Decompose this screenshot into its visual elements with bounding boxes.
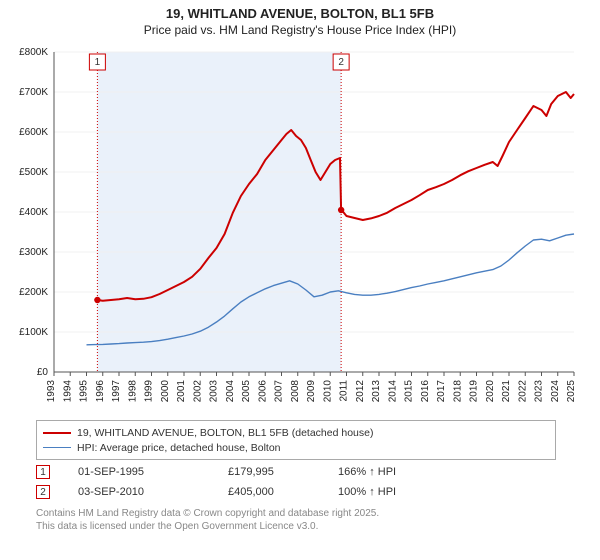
svg-text:2003: 2003: [209, 380, 220, 403]
legend-row-price-paid: 19, WHITLAND AVENUE, BOLTON, BL1 5FB (de…: [43, 425, 549, 440]
svg-text:£0: £0: [37, 367, 49, 378]
chart-area: £0 £100K £200K £300K £400K £500K £600K £700K £80…: [8, 44, 592, 414]
svg-text:£600K: £600K: [19, 127, 48, 138]
svg-text:1995: 1995: [79, 380, 90, 403]
legend-swatch-hpi: [43, 447, 71, 448]
svg-text:£200K: £200K: [19, 287, 48, 298]
markers-table: 1 01-SEP-1995 £179,995 166% ↑ HPI 2 03-S…: [36, 462, 556, 502]
chart-title-block: 19, WHITLAND AVENUE, BOLTON, BL1 5FB Pri…: [0, 0, 600, 39]
svg-text:2010: 2010: [322, 380, 333, 403]
svg-text:2014: 2014: [387, 380, 398, 403]
svg-text:2006: 2006: [257, 380, 268, 403]
svg-text:2021: 2021: [501, 380, 512, 403]
svg-text:2000: 2000: [160, 380, 171, 403]
svg-text:2020: 2020: [485, 380, 496, 403]
svg-text:2004: 2004: [225, 380, 236, 403]
svg-text:2012: 2012: [355, 380, 366, 403]
svg-text:1: 1: [95, 57, 101, 68]
marker-row-2: 2 03-SEP-2010 £405,000 100% ↑ HPI: [36, 482, 556, 502]
legend: 19, WHITLAND AVENUE, BOLTON, BL1 5FB (de…: [36, 420, 556, 460]
svg-text:£500K: £500K: [19, 167, 48, 178]
marker-price-2: £405,000: [228, 486, 338, 498]
svg-text:2018: 2018: [452, 380, 463, 403]
svg-text:£700K: £700K: [19, 87, 48, 98]
svg-text:2007: 2007: [274, 380, 285, 403]
svg-text:2013: 2013: [371, 380, 382, 403]
svg-text:1994: 1994: [62, 380, 73, 403]
marker-badge-1: 1: [36, 465, 50, 479]
svg-text:2001: 2001: [176, 380, 187, 403]
legend-row-hpi: HPI: Average price, detached house, Bolt…: [43, 440, 549, 455]
legend-swatch-price-paid: [43, 432, 71, 434]
svg-text:2009: 2009: [306, 380, 317, 403]
legend-label-price-paid: 19, WHITLAND AVENUE, BOLTON, BL1 5FB (de…: [77, 427, 373, 439]
footer-line1: Contains HM Land Registry data © Crown c…: [36, 508, 576, 521]
svg-text:1996: 1996: [95, 380, 106, 403]
line-chart: £0 £100K £200K £300K £400K £500K £600K £700K £80…: [8, 44, 592, 414]
svg-text:2: 2: [338, 57, 344, 68]
svg-text:2005: 2005: [241, 380, 252, 403]
svg-text:2002: 2002: [192, 380, 203, 403]
svg-text:£800K: £800K: [19, 47, 48, 58]
svg-text:2019: 2019: [469, 380, 480, 403]
svg-text:2024: 2024: [550, 380, 561, 403]
svg-text:2023: 2023: [534, 380, 545, 403]
marker-pct-1: 166% ↑ HPI: [338, 466, 468, 478]
title-line1: 19, WHITLAND AVENUE, BOLTON, BL1 5FB: [0, 6, 600, 21]
svg-text:2022: 2022: [517, 380, 528, 403]
legend-label-hpi: HPI: Average price, detached house, Bolt…: [77, 442, 281, 454]
svg-text:£100K: £100K: [19, 327, 48, 338]
svg-text:2025: 2025: [566, 380, 577, 403]
marker-date-1: 01-SEP-1995: [78, 466, 228, 478]
marker-price-1: £179,995: [228, 466, 338, 478]
marker-badge-2: 2: [36, 485, 50, 499]
svg-text:2017: 2017: [436, 380, 447, 403]
svg-text:1993: 1993: [46, 380, 57, 403]
marker-date-2: 03-SEP-2010: [78, 486, 228, 498]
footer-line2: This data is licensed under the Open Gov…: [36, 521, 576, 534]
svg-text:£400K: £400K: [19, 207, 48, 218]
svg-text:1998: 1998: [127, 380, 138, 403]
marker-row-1: 1 01-SEP-1995 £179,995 166% ↑ HPI: [36, 462, 556, 482]
footer: Contains HM Land Registry data © Crown c…: [36, 508, 576, 533]
svg-text:2016: 2016: [420, 380, 431, 403]
marker-pct-2: 100% ↑ HPI: [338, 486, 468, 498]
svg-text:£300K: £300K: [19, 247, 48, 258]
title-line2: Price paid vs. HM Land Registry's House …: [0, 23, 600, 37]
svg-text:1997: 1997: [111, 380, 122, 403]
svg-text:1999: 1999: [144, 380, 155, 403]
svg-text:2011: 2011: [339, 380, 350, 402]
svg-text:2008: 2008: [290, 380, 301, 403]
svg-text:2015: 2015: [404, 380, 415, 403]
